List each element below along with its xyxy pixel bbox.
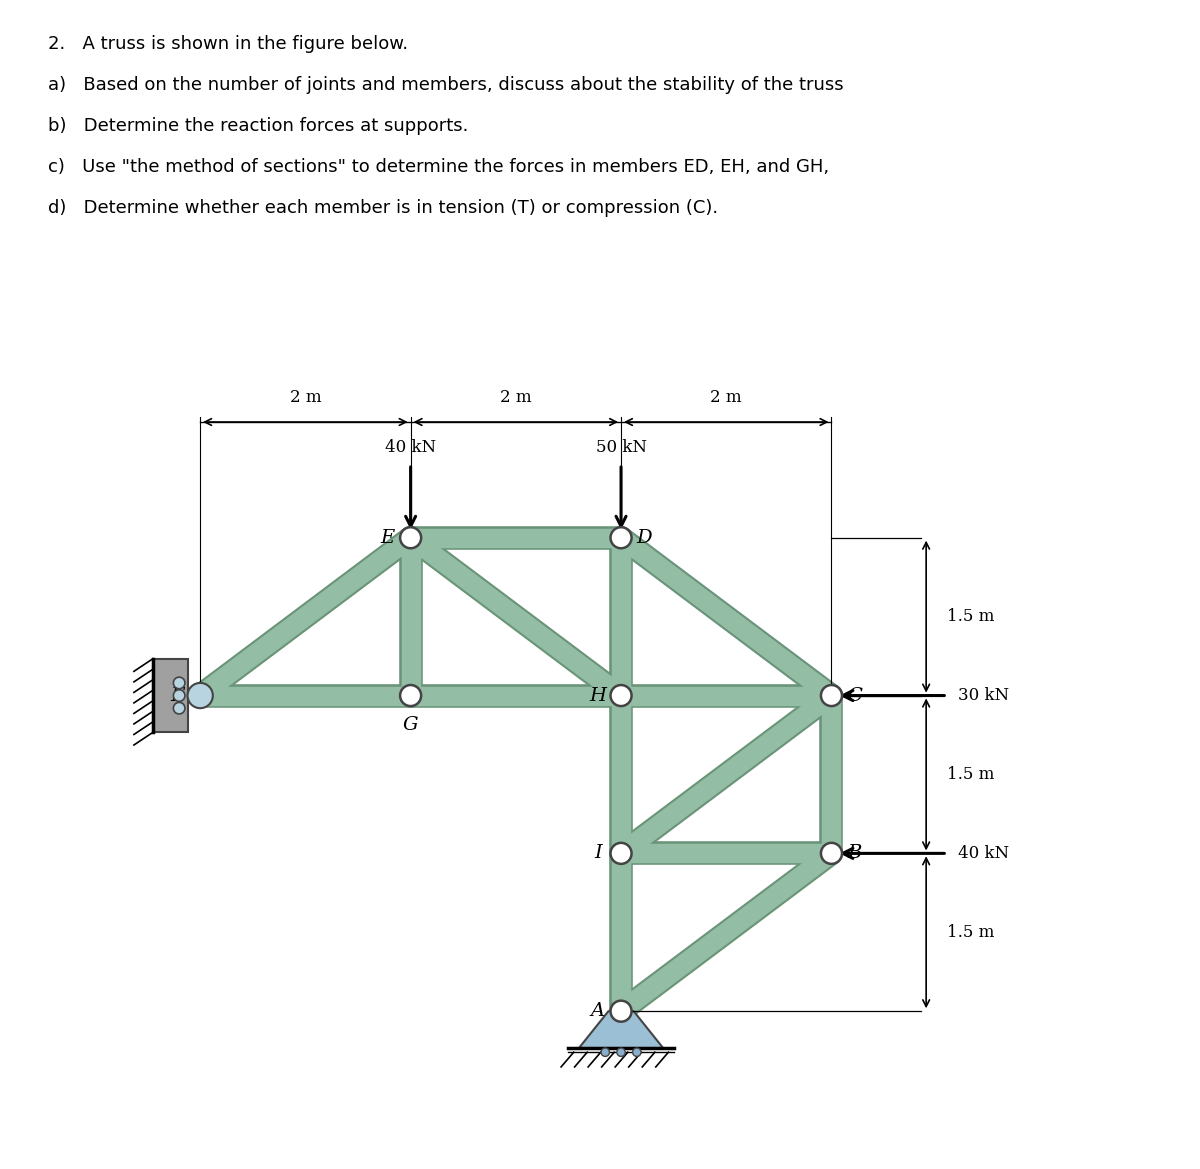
Text: c)   Use "the method of sections" to determine the forces in members ED, EH, and: c) Use "the method of sections" to deter… [48, 158, 829, 175]
Text: 2 m: 2 m [289, 389, 322, 407]
Text: B: B [847, 844, 862, 863]
Text: 1.5 m: 1.5 m [947, 766, 995, 783]
Text: G: G [403, 717, 419, 734]
Text: 1.5 m: 1.5 m [947, 924, 995, 941]
Circle shape [601, 1049, 610, 1057]
Text: 2.   A truss is shown in the figure below.: 2. A truss is shown in the figure below. [48, 35, 408, 53]
Circle shape [611, 843, 631, 864]
Text: 30 kN: 30 kN [958, 687, 1009, 704]
Circle shape [187, 683, 212, 708]
Text: 40 kN: 40 kN [385, 438, 436, 456]
Text: 2 m: 2 m [500, 389, 532, 407]
Text: I: I [594, 844, 601, 863]
Polygon shape [578, 1011, 664, 1047]
Text: F: F [170, 686, 184, 705]
Text: 2 m: 2 m [710, 389, 742, 407]
Text: H: H [589, 686, 606, 705]
Circle shape [400, 685, 421, 706]
Text: D: D [636, 528, 652, 547]
Circle shape [821, 685, 842, 706]
Text: 40 kN: 40 kN [958, 845, 1009, 862]
Circle shape [611, 1001, 631, 1022]
Text: a)   Based on the number of joints and members, discuss about the stability of t: a) Based on the number of joints and mem… [48, 76, 844, 94]
Circle shape [173, 690, 185, 701]
Polygon shape [152, 659, 187, 732]
Circle shape [611, 527, 631, 548]
Text: 1.5 m: 1.5 m [947, 608, 995, 625]
Text: A: A [590, 1002, 605, 1021]
Text: b)   Determine the reaction forces at supports.: b) Determine the reaction forces at supp… [48, 117, 468, 134]
Circle shape [617, 1049, 625, 1057]
Circle shape [611, 685, 631, 706]
Circle shape [400, 527, 421, 548]
Text: C: C [847, 686, 862, 705]
Text: 50 kN: 50 kN [595, 438, 647, 456]
Circle shape [632, 1049, 641, 1057]
Circle shape [821, 843, 842, 864]
Circle shape [173, 703, 185, 714]
Circle shape [173, 677, 185, 689]
Text: E: E [380, 528, 395, 547]
Text: d)   Determine whether each member is in tension (T) or compression (C).: d) Determine whether each member is in t… [48, 199, 718, 216]
